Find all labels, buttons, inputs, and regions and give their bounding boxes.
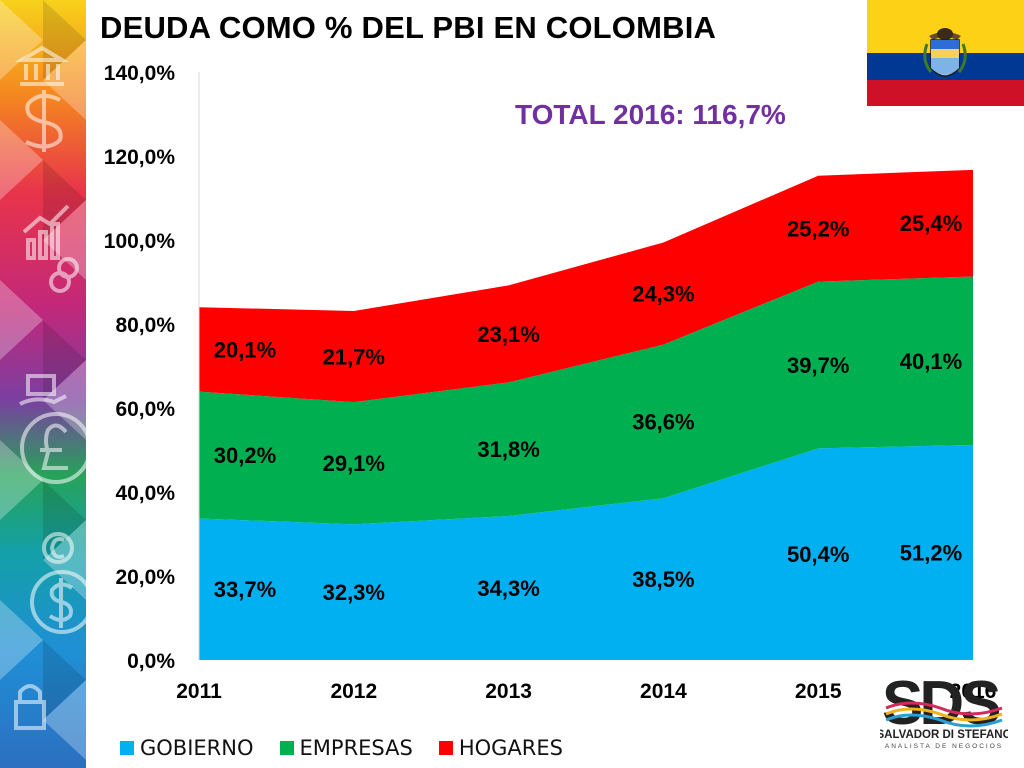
data-label-hogares: 25,4%	[900, 211, 962, 236]
logo-tagline: ANALISTA DE NEGOCIOS	[885, 743, 1003, 750]
data-label-hogares: 20,1%	[214, 337, 276, 362]
y-tick-label: 140,0%	[104, 62, 176, 85]
legend-item-empresas: EMPRESAS	[279, 736, 413, 760]
data-label-hogares: 25,2%	[787, 217, 849, 242]
legend-label: EMPRESAS	[299, 736, 413, 760]
legend: GOBIERNO EMPRESAS HOGARES	[120, 734, 589, 762]
data-label-hogares: 24,3%	[632, 282, 694, 307]
x-tick-label: 2016	[950, 680, 997, 703]
data-label-hogares: 21,7%	[323, 345, 385, 370]
y-tick-label: 60,0%	[115, 398, 175, 421]
area-gobierno	[199, 444, 973, 660]
hand-money-icon	[19, 374, 67, 406]
y-tick-label: 0,0%	[127, 650, 175, 673]
decorative-side-strip	[0, 0, 86, 768]
data-label-empresas: 29,1%	[323, 451, 385, 476]
x-tick-label: 2012	[330, 680, 377, 703]
data-label-gobierno: 51,2%	[900, 540, 962, 565]
data-label-empresas: 36,6%	[632, 409, 694, 434]
page-title: DEUDA COMO % DEL PBI EN COLOMBIA	[100, 10, 717, 45]
x-tick-label: 2013	[485, 680, 532, 703]
sds-logo: SDS SALVADOR DI STEFANO ANALISTA DE NEGO…	[876, 668, 1011, 750]
coins-icon	[49, 257, 79, 293]
data-label-hogares: 23,1%	[477, 322, 539, 347]
bank-icon	[14, 45, 70, 86]
x-tick-label: 2011	[176, 680, 222, 703]
euro-icon	[42, 532, 74, 564]
data-label-gobierno: 50,4%	[787, 542, 849, 567]
legend-label: HOGARES	[458, 736, 563, 760]
pound-icon	[20, 412, 86, 484]
x-tick-label: 2014	[640, 680, 687, 703]
lock-money-icon	[14, 684, 46, 730]
total-annotation: TOTAL 2016: 116,7%	[515, 99, 786, 130]
x-tick-label: 2015	[795, 680, 842, 703]
dollar-icon	[25, 90, 63, 152]
sds-logo-mark: SDS	[882, 669, 1003, 738]
y-tick-label: 80,0%	[115, 314, 175, 337]
legend-swatch	[438, 741, 453, 755]
data-label-empresas: 40,1%	[900, 349, 962, 374]
legend-swatch	[279, 741, 294, 755]
data-label-gobierno: 33,7%	[214, 577, 276, 602]
legend-label: GOBIERNO	[140, 736, 254, 760]
area-empresas	[199, 276, 973, 525]
y-tick-label: 120,0%	[104, 146, 176, 169]
legend-item-hogares: HOGARES	[438, 736, 563, 760]
data-label-empresas: 30,2%	[214, 443, 276, 468]
y-tick-label: 40,0%	[115, 482, 175, 505]
coat-of-arms-icon	[923, 28, 967, 77]
data-label-gobierno: 34,3%	[477, 576, 539, 601]
growth-chart-icon	[22, 204, 70, 260]
legend-swatch	[120, 741, 134, 755]
data-label-empresas: 31,8%	[477, 437, 539, 462]
legend-item-gobierno: GOBIERNO	[120, 736, 254, 760]
data-label-empresas: 39,7%	[787, 353, 849, 378]
area-hogares	[199, 169, 973, 403]
data-label-gobierno: 32,3%	[323, 580, 385, 605]
dollar-icon	[30, 570, 86, 634]
y-tick-label: 20,0%	[115, 566, 175, 589]
data-label-gobierno: 38,5%	[632, 567, 694, 592]
logo-name: SALVADOR DI STEFANO	[880, 729, 1008, 741]
colombia-flag	[867, 0, 1024, 106]
y-tick-label: 100,0%	[104, 230, 176, 253]
